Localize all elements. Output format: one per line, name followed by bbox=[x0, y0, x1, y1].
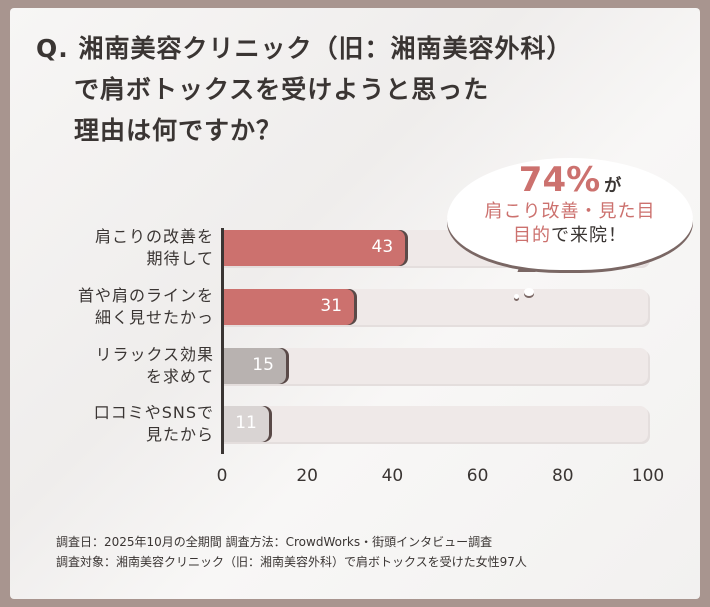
category-label-line: リラックス効果 bbox=[95, 345, 214, 364]
footer-line-2: 調査対象：湘南美容クリニック（旧：湘南美容外科）で肩ボトックスを受けた女性97人 bbox=[56, 555, 527, 569]
category-label: 首や肩のラインを細く見せたかっ bbox=[14, 285, 214, 329]
bubble-dot bbox=[524, 288, 534, 296]
callout-particle: が bbox=[604, 176, 622, 196]
bar-track bbox=[222, 406, 648, 442]
bar-value-label: 11 bbox=[235, 413, 257, 433]
callout-line-2: 肩こり改善・見た目 bbox=[484, 201, 656, 222]
category-label: 口コミやSNSで見たから bbox=[14, 402, 214, 446]
x-tick-label: 80 bbox=[551, 466, 574, 486]
category-label-line: 見たから bbox=[145, 425, 214, 444]
x-tick-label: 40 bbox=[381, 466, 404, 486]
category-label-line: を求めて bbox=[145, 367, 214, 386]
title-line-3: 理由は何ですか？ bbox=[74, 116, 283, 145]
x-tick-label: 20 bbox=[296, 466, 318, 486]
category-label-line: 首や肩のラインを bbox=[77, 286, 214, 305]
bar-value-label: 15 bbox=[252, 355, 274, 375]
category-label-line: 細く見せたかっ bbox=[94, 308, 214, 327]
bubble-dot bbox=[514, 294, 519, 299]
bar bbox=[222, 289, 355, 325]
bar-value-label: 31 bbox=[320, 296, 343, 316]
callout-rest: で来院！ bbox=[551, 225, 627, 246]
question-title: Q. 湘南美容クリニック（旧：湘南美容外科） で肩ボトックスを受けようと思った … bbox=[36, 28, 572, 151]
x-tick-label: 100 bbox=[631, 466, 665, 486]
category-label-line: 期待して bbox=[146, 249, 214, 268]
x-tick-label: 0 bbox=[216, 466, 228, 486]
title-line-1: Q. 湘南美容クリニック（旧：湘南美容外科） bbox=[36, 34, 573, 63]
category-label-line: 肩こりの改善を bbox=[94, 227, 214, 246]
bar bbox=[222, 406, 269, 442]
footer-line-1: 調査日：2025年10月の全期間 調査方法：CrowdWorks・街頭インタビュ… bbox=[56, 535, 493, 549]
survey-footer: 調査日：2025年10月の全期間 調査方法：CrowdWorks・街頭インタビュ… bbox=[56, 532, 527, 572]
bar bbox=[222, 348, 286, 384]
bar bbox=[222, 230, 406, 266]
category-label-line: 口コミやSNSで bbox=[93, 403, 214, 422]
callout-percent: 74% bbox=[518, 160, 601, 200]
x-tick-label: 60 bbox=[466, 466, 489, 486]
category-label: 肩こりの改善を期待して bbox=[14, 226, 214, 270]
bar-track bbox=[222, 348, 648, 384]
y-axis-line bbox=[221, 228, 224, 454]
callout-highlight: 目的 bbox=[513, 225, 551, 246]
title-line-2: で肩ボトックスを受けようと思った bbox=[74, 75, 490, 104]
speech-bubble-callout: 74% が 肩こり改善・見た目 目的で来院！ bbox=[447, 158, 693, 270]
bar-value-label: 43 bbox=[371, 237, 394, 257]
category-label: リラックス効果を求めて bbox=[14, 344, 214, 388]
